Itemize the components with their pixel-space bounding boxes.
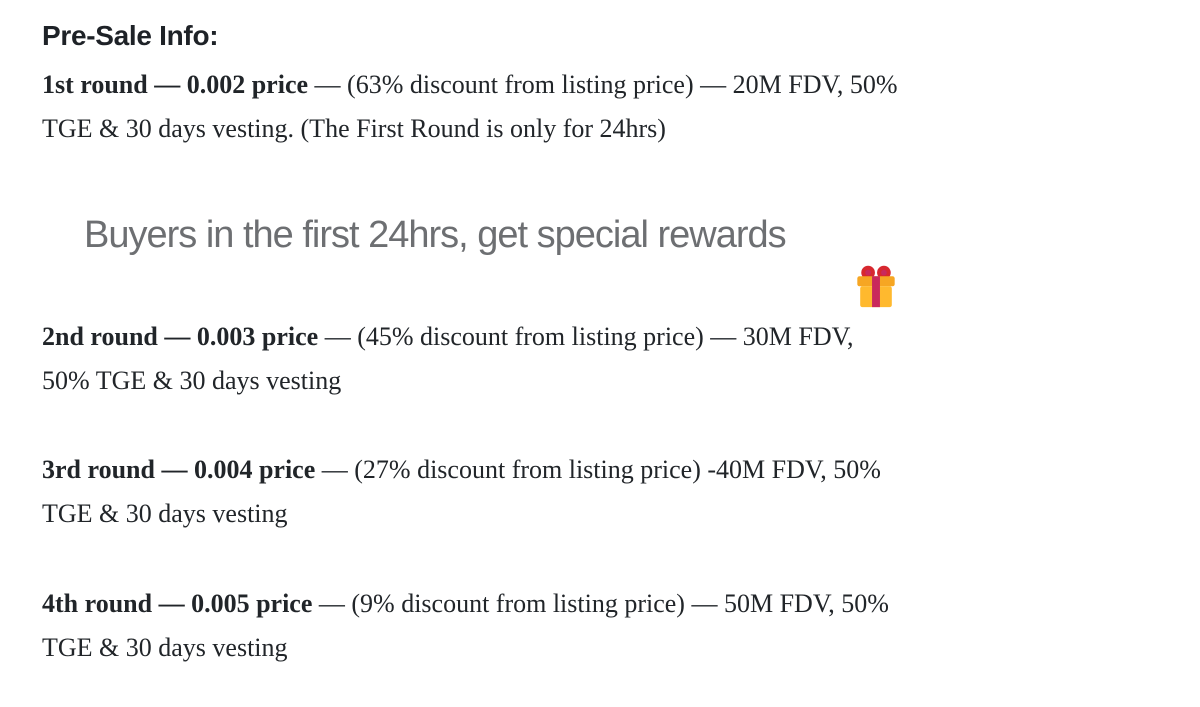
round-4-line-2: TGE & 30 days vesting: [42, 633, 288, 662]
round-3-paragraph: 3rd round — 0.004 price — (27% discount …: [42, 448, 881, 536]
round-4-bold-lead: 4th round — 0.005 price: [42, 589, 313, 618]
gift-icon: [796, 212, 895, 308]
round-3-line-1: 3rd round — 0.004 price — (27% discount …: [42, 448, 881, 492]
promo-heading: Buyers in the first 24hrs, get special r…: [84, 209, 895, 308]
round-3-bold-lead: 3rd round — 0.004 price: [42, 455, 316, 484]
round-4-paragraph: 4th round — 0.005 price — (9% discount f…: [42, 582, 889, 670]
round-3-detail: — (27% discount from listing price) -40M…: [315, 455, 881, 484]
round-1-bold-lead: 1st round — 0.002 price: [42, 70, 309, 99]
round-1-line-1: 1st round — 0.002 price — (63% discount …: [42, 63, 898, 107]
round-2-line-2: 50% TGE & 30 days vesting: [42, 366, 342, 395]
round-1-detail: — (63% discount from listing price) — 20…: [308, 70, 898, 99]
round-1-line-2: TGE & 30 days vesting. (The First Round …: [42, 114, 666, 143]
round-4-line-1: 4th round — 0.005 price — (9% discount f…: [42, 582, 889, 626]
round-2-detail: — (45% discount from listing price) — 30…: [318, 322, 854, 351]
promo-heading-text: Buyers in the first 24hrs, get special r…: [84, 214, 787, 256]
presale-info-heading: Pre-Sale Info:: [42, 20, 219, 51]
round-1-paragraph: 1st round — 0.002 price — (63% discount …: [42, 63, 898, 151]
round-2-bold-lead: 2nd round — 0.003 price: [42, 322, 319, 351]
round-2-paragraph: 2nd round — 0.003 price — (45% discount …: [42, 315, 854, 403]
round-4-detail: — (9% discount from listing price) — 50M…: [312, 589, 889, 618]
round-3-line-2: TGE & 30 days vesting: [42, 499, 288, 528]
round-2-line-1: 2nd round — 0.003 price — (45% discount …: [42, 315, 854, 359]
